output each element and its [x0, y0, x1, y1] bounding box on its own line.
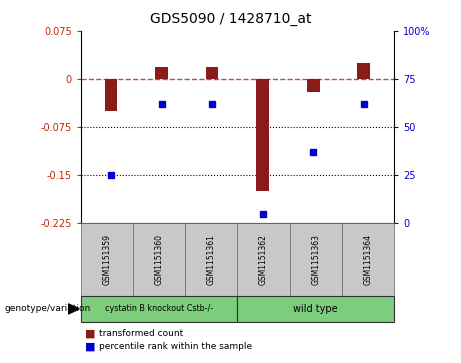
Text: GSM1151360: GSM1151360 [154, 234, 164, 285]
Bar [206, 68, 219, 79]
Bar [155, 68, 168, 79]
Text: ■: ■ [85, 329, 96, 339]
Text: GSM1151362: GSM1151362 [259, 234, 268, 285]
Bar [256, 79, 269, 191]
Text: percentile rank within the sample: percentile rank within the sample [99, 342, 252, 351]
Bar [307, 79, 319, 92]
Text: transformed count: transformed count [99, 329, 183, 338]
Text: GSM1151359: GSM1151359 [102, 234, 111, 285]
Polygon shape [68, 304, 79, 314]
Bar [105, 79, 118, 111]
Text: GSM1151361: GSM1151361 [207, 234, 216, 285]
Text: cystatin B knockout Cstb-/-: cystatin B knockout Cstb-/- [105, 305, 213, 313]
Bar [357, 63, 370, 79]
Text: GSM1151363: GSM1151363 [311, 234, 320, 285]
Text: GDS5090 / 1428710_at: GDS5090 / 1428710_at [150, 12, 311, 26]
Text: genotype/variation: genotype/variation [5, 305, 91, 313]
Text: wild type: wild type [294, 304, 338, 314]
Text: ■: ■ [85, 342, 96, 352]
Text: GSM1151364: GSM1151364 [364, 234, 372, 285]
